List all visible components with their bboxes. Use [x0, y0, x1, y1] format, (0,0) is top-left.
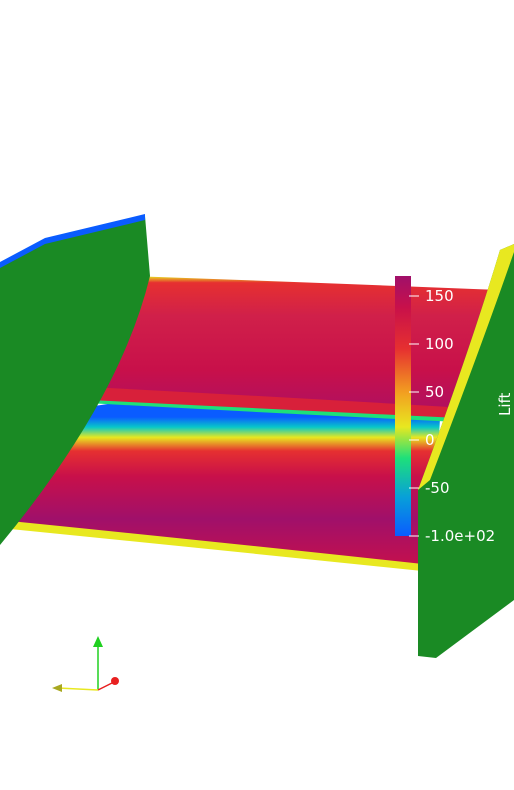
- colorbar-label-3: 0: [425, 431, 435, 449]
- colorbar-title: Lift: [496, 392, 514, 416]
- upper-wing-surface: [50, 276, 500, 410]
- lower-wing-surface: [0, 400, 440, 570]
- colorbar-label-4: -50: [425, 479, 450, 497]
- lower-wing-edge: [0, 520, 432, 572]
- left-endplate-edge: [0, 214, 145, 268]
- upper-wing-leading-edge: [50, 385, 500, 422]
- orientation-axes[interactable]: [52, 636, 119, 692]
- axis-z-arrow: [52, 684, 62, 692]
- colorbar-label-5: -1.0e+02: [425, 527, 496, 545]
- right-endplate-edge: [418, 244, 514, 490]
- colorbar-gradient: [395, 276, 411, 536]
- colorbar-ticks: [409, 295, 419, 537]
- axis-x-line: [97, 681, 115, 691]
- upper-wing-trailing-edge: [50, 398, 500, 424]
- axis-y-arrow: [93, 636, 103, 647]
- left-endplate: [0, 216, 150, 545]
- colorbar-label-2: 50: [425, 383, 445, 401]
- colorbar-label-1: 100: [425, 335, 454, 353]
- right-endplate: [418, 244, 514, 790]
- axis-x-arrow: [111, 677, 119, 685]
- colorbar-label-0: 150: [425, 287, 454, 305]
- axis-z-line: [57, 687, 99, 691]
